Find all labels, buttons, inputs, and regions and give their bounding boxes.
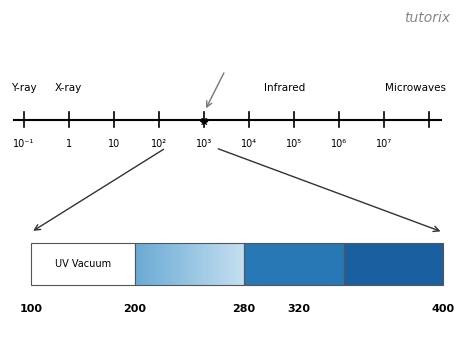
- Bar: [224, 243, 227, 285]
- Bar: [161, 243, 163, 285]
- Bar: [142, 243, 145, 285]
- Bar: [148, 243, 150, 285]
- Text: 100: 100: [19, 304, 42, 314]
- Bar: [217, 243, 219, 285]
- Text: 200: 200: [124, 304, 146, 314]
- Bar: [235, 243, 237, 285]
- Bar: [199, 243, 201, 285]
- Bar: [31, 243, 135, 285]
- Text: X-ray: X-ray: [55, 83, 82, 93]
- Bar: [195, 243, 197, 285]
- Bar: [193, 243, 196, 285]
- Text: 10³: 10³: [196, 139, 212, 149]
- Text: 400: 400: [432, 304, 455, 314]
- Bar: [162, 243, 164, 285]
- Bar: [228, 243, 230, 285]
- Bar: [175, 243, 177, 285]
- Bar: [135, 243, 137, 285]
- Bar: [144, 243, 146, 285]
- Bar: [177, 243, 179, 285]
- Bar: [240, 243, 243, 285]
- Bar: [190, 243, 192, 285]
- Text: Infrared: Infrared: [264, 83, 305, 93]
- Text: 10⁶: 10⁶: [331, 139, 347, 149]
- Bar: [152, 243, 154, 285]
- Bar: [140, 243, 143, 285]
- Bar: [213, 243, 216, 285]
- Text: 10⁴: 10⁴: [241, 139, 257, 149]
- Bar: [204, 243, 207, 285]
- Bar: [168, 243, 170, 285]
- Bar: [182, 243, 184, 285]
- Bar: [157, 243, 159, 285]
- Bar: [170, 243, 172, 285]
- Bar: [191, 243, 194, 285]
- Text: 10⁷: 10⁷: [376, 139, 392, 149]
- Text: 280: 280: [233, 304, 255, 314]
- Text: 10⁻¹: 10⁻¹: [13, 139, 34, 149]
- Bar: [150, 243, 152, 285]
- Bar: [153, 243, 155, 285]
- Bar: [202, 243, 205, 285]
- Bar: [173, 243, 175, 285]
- Bar: [208, 243, 210, 285]
- Bar: [172, 243, 173, 285]
- Bar: [179, 243, 181, 285]
- Bar: [166, 243, 168, 285]
- Text: 1: 1: [66, 139, 72, 149]
- Bar: [184, 243, 186, 285]
- Bar: [211, 243, 214, 285]
- Bar: [206, 243, 208, 285]
- Bar: [238, 243, 241, 285]
- Text: 10²: 10²: [151, 139, 167, 149]
- Bar: [139, 243, 141, 285]
- Text: 10: 10: [108, 139, 120, 149]
- Bar: [201, 243, 203, 285]
- Bar: [188, 243, 190, 285]
- Bar: [159, 243, 161, 285]
- Text: tutorix: tutorix: [404, 11, 450, 25]
- Bar: [226, 243, 228, 285]
- Text: 10⁵: 10⁵: [286, 139, 302, 149]
- Bar: [229, 243, 232, 285]
- Bar: [244, 243, 344, 285]
- Bar: [135, 243, 244, 285]
- Bar: [220, 243, 223, 285]
- Bar: [181, 243, 183, 285]
- Bar: [155, 243, 157, 285]
- Text: Microwaves: Microwaves: [384, 83, 446, 93]
- Bar: [219, 243, 221, 285]
- Text: 320: 320: [287, 304, 310, 314]
- Bar: [237, 243, 239, 285]
- Bar: [197, 243, 199, 285]
- Bar: [231, 243, 234, 285]
- Bar: [164, 243, 166, 285]
- Bar: [233, 243, 236, 285]
- Bar: [186, 243, 188, 285]
- Bar: [146, 243, 148, 285]
- Bar: [215, 243, 217, 285]
- Bar: [222, 243, 225, 285]
- Bar: [210, 243, 212, 285]
- Bar: [137, 243, 139, 285]
- Text: UV Vacuum: UV Vacuum: [55, 259, 111, 269]
- Text: Y-ray: Y-ray: [11, 83, 36, 93]
- Bar: [242, 243, 245, 285]
- Bar: [344, 243, 443, 285]
